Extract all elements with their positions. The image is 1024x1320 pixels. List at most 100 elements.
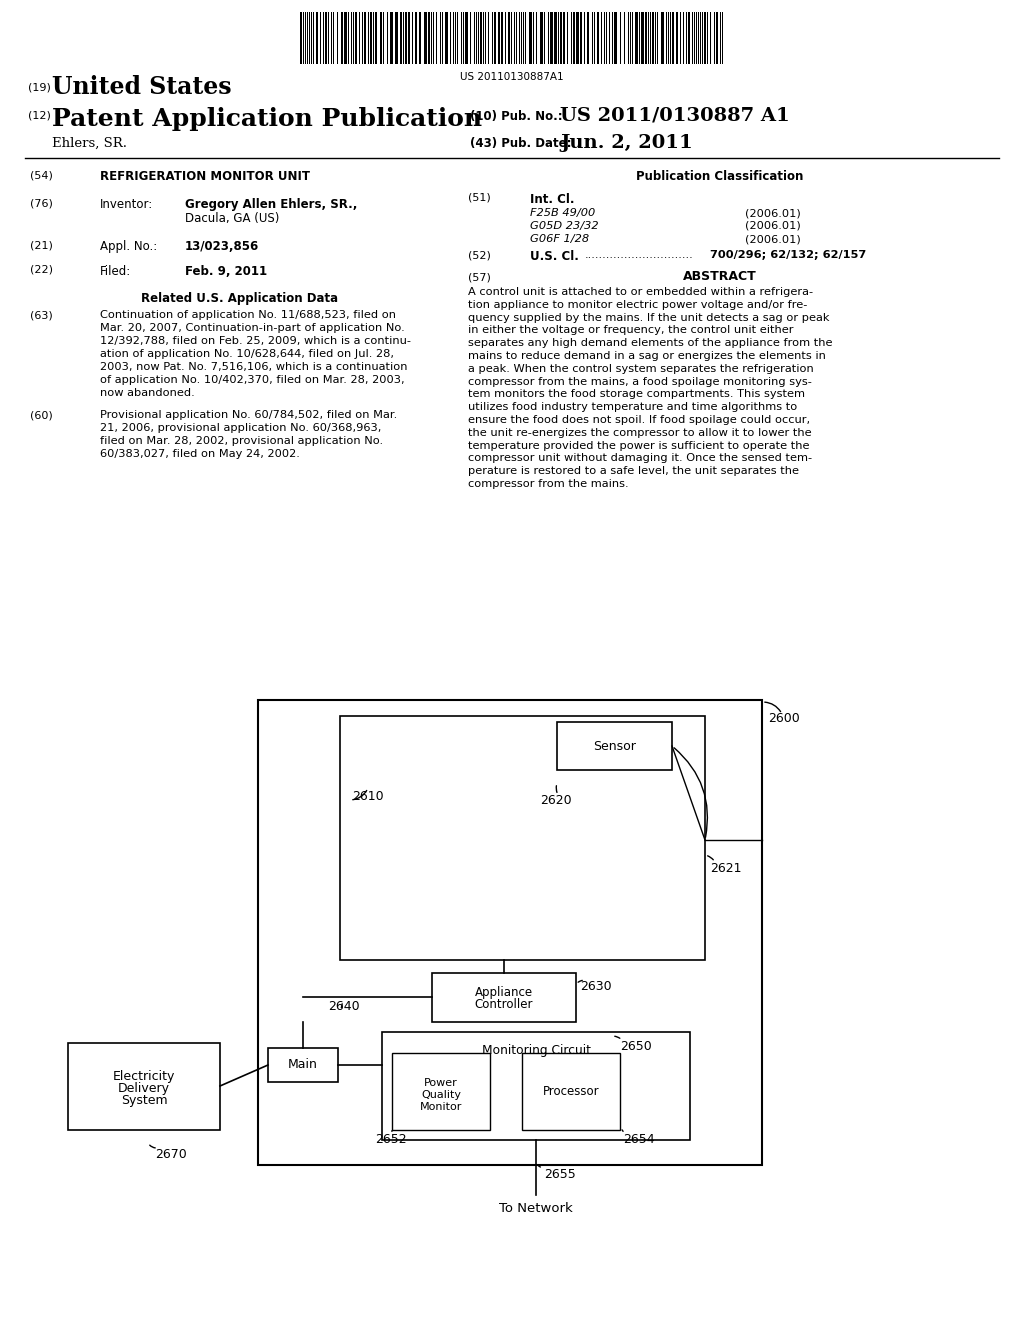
Text: 2654: 2654 [623, 1133, 654, 1146]
Text: temperature provided the power is sufficient to operate the: temperature provided the power is suffic… [468, 441, 810, 450]
Text: Controller: Controller [475, 998, 534, 1011]
Text: 2621: 2621 [710, 862, 741, 875]
Text: (76): (76) [30, 198, 53, 209]
Bar [428, 12, 430, 63]
Bar [498, 12, 500, 63]
Bar [480, 12, 482, 63]
Bar [355, 12, 357, 63]
Text: perature is restored to a safe level, the unit separates the: perature is restored to a safe level, th… [468, 466, 799, 477]
Bar [560, 12, 562, 63]
Text: U.S. Cl.: U.S. Cl. [530, 249, 579, 263]
Text: 2655: 2655 [544, 1168, 575, 1181]
Bar [341, 12, 343, 63]
Text: 2670: 2670 [155, 1148, 186, 1162]
Text: Quality: Quality [421, 1090, 461, 1101]
Text: Mar. 20, 2007, Continuation-in-part of application No.: Mar. 20, 2007, Continuation-in-part of a… [100, 323, 404, 333]
Bar [364, 12, 366, 63]
Text: compressor from the mains.: compressor from the mains. [468, 479, 629, 488]
Text: quency supplied by the mains. If the unit detects a sag or peak: quency supplied by the mains. If the uni… [468, 313, 829, 322]
Text: (12): (12) [28, 110, 51, 120]
Bar [419, 12, 421, 63]
Text: (52): (52) [468, 249, 490, 260]
Text: 2652: 2652 [375, 1133, 407, 1146]
Bar [340, 715, 705, 960]
Text: (2006.01): (2006.01) [745, 209, 801, 218]
Bar [716, 12, 718, 63]
Text: (2006.01): (2006.01) [745, 234, 801, 244]
Bar [406, 12, 407, 63]
Text: Monitor: Monitor [420, 1102, 462, 1113]
Text: now abandoned.: now abandoned. [100, 388, 195, 399]
Text: F25B 49/00: F25B 49/00 [530, 209, 595, 218]
Text: ABSTRACT: ABSTRACT [683, 271, 757, 282]
Bar [395, 12, 398, 63]
Text: Int. Cl.: Int. Cl. [530, 193, 574, 206]
Text: a peak. When the control system separates the refrigeration: a peak. When the control system separate… [468, 364, 814, 374]
Bar [344, 12, 347, 63]
Text: tem monitors the food storage compartments. This system: tem monitors the food storage compartmen… [468, 389, 805, 400]
Bar [641, 12, 644, 63]
Bar [325, 12, 327, 63]
Text: US 2011/0130887 A1: US 2011/0130887 A1 [560, 107, 790, 125]
Bar [316, 12, 318, 63]
Bar [382, 1032, 690, 1140]
Bar [494, 12, 496, 63]
Bar [597, 12, 599, 63]
Text: ensure the food does not spoil. If food spoilage could occur,: ensure the food does not spoil. If food … [468, 414, 810, 425]
Bar [705, 12, 706, 63]
Text: Jun. 2, 2011: Jun. 2, 2011 [560, 135, 693, 152]
Text: A control unit is attached to or embedded within a refrigera-: A control unit is attached to or embedde… [468, 286, 813, 297]
Text: Appliance: Appliance [475, 986, 534, 999]
Text: Gregory Allen Ehlers, SR.,: Gregory Allen Ehlers, SR., [185, 198, 357, 211]
Text: Continuation of application No. 11/688,523, filed on: Continuation of application No. 11/688,5… [100, 310, 396, 319]
Text: 12/392,788, filed on Feb. 25, 2009, which is a continu-: 12/392,788, filed on Feb. 25, 2009, whic… [100, 337, 411, 346]
Bar [614, 12, 617, 63]
Bar [645, 12, 647, 63]
Bar [575, 12, 579, 63]
Bar [300, 12, 302, 63]
Bar [268, 1048, 338, 1082]
Bar [522, 1053, 620, 1130]
Bar [554, 12, 557, 63]
Text: 13/023,856: 13/023,856 [185, 240, 259, 253]
Text: tion appliance to monitor electric power voltage and/or fre-: tion appliance to monitor electric power… [468, 300, 807, 310]
Text: Dacula, GA (US): Dacula, GA (US) [185, 213, 280, 224]
Bar [392, 1053, 490, 1130]
Text: (10) Pub. No.:: (10) Pub. No.: [470, 110, 562, 123]
Text: System: System [121, 1094, 167, 1107]
Text: 2620: 2620 [540, 795, 571, 807]
Text: of application No. 10/402,370, filed on Mar. 28, 2003,: of application No. 10/402,370, filed on … [100, 375, 404, 385]
Text: (19): (19) [28, 82, 51, 92]
Text: Monitoring Circuit: Monitoring Circuit [481, 1044, 591, 1057]
Bar [445, 12, 449, 63]
Text: G05D 23/32: G05D 23/32 [530, 220, 599, 231]
Text: utilizes food industry temperature and time algorithms to: utilizes food industry temperature and t… [468, 403, 798, 412]
Text: ation of application No. 10/628,644, filed on Jul. 28,: ation of application No. 10/628,644, fil… [100, 348, 394, 359]
Bar [465, 12, 468, 63]
Bar [587, 12, 589, 63]
Text: Main: Main [288, 1059, 317, 1072]
Bar [580, 12, 582, 63]
Bar [676, 12, 678, 63]
Bar [635, 12, 638, 63]
Text: 2610: 2610 [352, 789, 384, 803]
Text: (63): (63) [30, 310, 53, 319]
Bar [370, 12, 372, 63]
Text: 700/296; 62/132; 62/157: 700/296; 62/132; 62/157 [710, 249, 866, 260]
Text: separates any high demand elements of the appliance from the: separates any high demand elements of th… [468, 338, 833, 348]
Text: in either the voltage or frequency, the control unit either: in either the voltage or frequency, the … [468, 326, 794, 335]
Bar [375, 12, 377, 63]
Text: Delivery: Delivery [118, 1082, 170, 1096]
Text: compressor from the mains, a food spoilage monitoring sys-: compressor from the mains, a food spoila… [468, 376, 812, 387]
Text: the unit re-energizes the compressor to allow it to lower the: the unit re-energizes the compressor to … [468, 428, 812, 438]
Bar [662, 12, 664, 63]
Text: ..............................: .............................. [585, 249, 693, 260]
Bar [258, 700, 762, 1166]
Text: Ehlers, SR.: Ehlers, SR. [52, 137, 127, 150]
Text: Publication Classification: Publication Classification [636, 170, 804, 183]
Text: (60): (60) [30, 411, 53, 420]
Text: US 20110130887A1: US 20110130887A1 [460, 73, 564, 82]
Bar [424, 12, 427, 63]
Text: (2006.01): (2006.01) [745, 220, 801, 231]
Text: Processor: Processor [543, 1085, 599, 1098]
